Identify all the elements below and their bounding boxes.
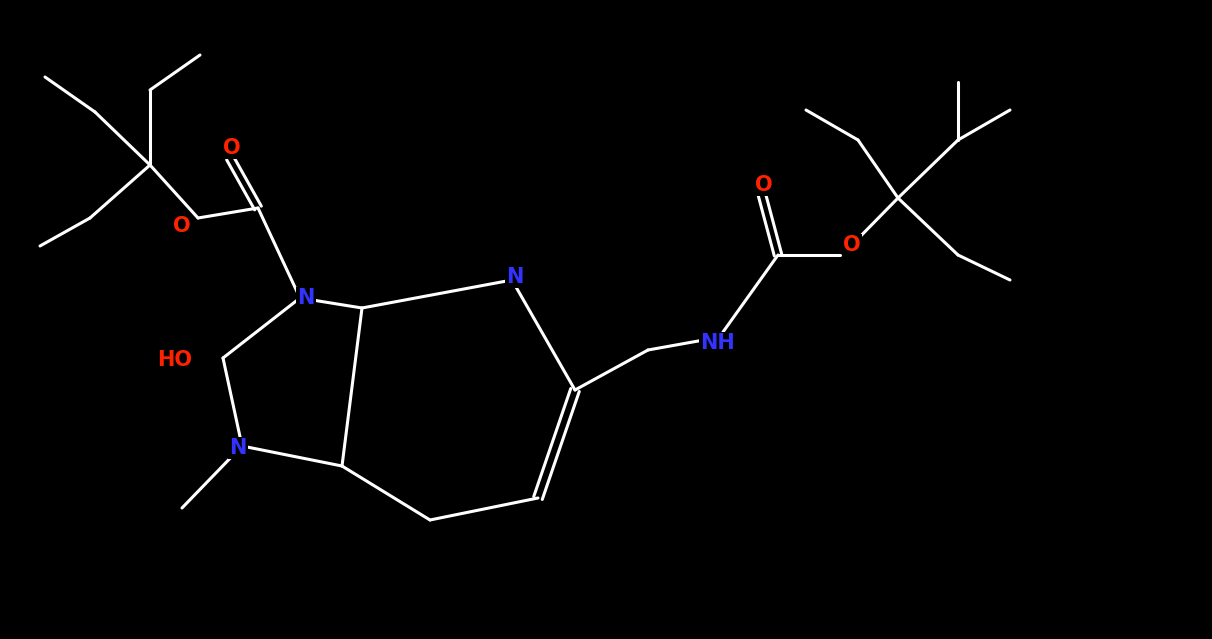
Text: N: N	[507, 267, 524, 287]
Text: NH: NH	[699, 333, 734, 353]
Text: N: N	[229, 438, 247, 458]
Text: O: O	[844, 235, 861, 255]
Text: N: N	[297, 288, 315, 308]
Text: O: O	[755, 175, 773, 195]
Text: HO: HO	[158, 350, 193, 370]
Text: O: O	[223, 138, 241, 158]
Text: O: O	[173, 216, 190, 236]
